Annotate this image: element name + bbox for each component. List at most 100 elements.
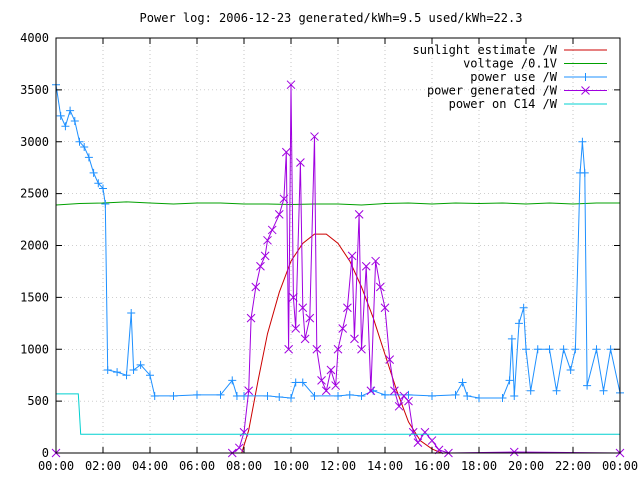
data-point <box>263 391 272 400</box>
data-point <box>310 391 319 400</box>
data-point <box>263 235 272 245</box>
x-tick-label: 00:00 <box>602 459 638 473</box>
data-point <box>326 365 336 375</box>
data-point <box>246 313 256 323</box>
data-point <box>350 334 359 344</box>
legend-label: power generated /W <box>427 84 558 98</box>
data-point <box>298 378 307 387</box>
x-tick-label: 00:00 <box>38 459 74 473</box>
y-tick-label: 3000 <box>20 135 49 149</box>
data-point <box>193 390 201 399</box>
data-point <box>357 344 366 354</box>
x-tick-label: 18:00 <box>461 459 497 473</box>
series-line <box>55 201 620 206</box>
legend-marker <box>581 73 590 81</box>
data-point <box>127 308 136 317</box>
legend-label: power on C14 /W <box>449 97 558 111</box>
series-line <box>56 393 620 435</box>
legend-marker <box>581 86 590 95</box>
data-point <box>228 376 237 385</box>
data-point <box>291 378 300 387</box>
data-point <box>333 344 343 354</box>
y-tick-label: 2500 <box>20 187 49 201</box>
data-point <box>251 282 261 292</box>
x-tick-label: 02:00 <box>85 459 121 473</box>
data-point <box>284 344 294 354</box>
data-point <box>122 371 131 380</box>
x-tick-label: 10:00 <box>273 459 309 473</box>
data-point <box>334 391 342 400</box>
data-point <box>240 391 248 400</box>
data-point <box>526 386 535 395</box>
data-point <box>150 391 159 400</box>
series-power-generated-w <box>51 80 625 458</box>
data-point <box>136 360 145 369</box>
x-tick-label: 12:00 <box>320 459 356 473</box>
data-point <box>427 436 437 445</box>
legend-label: voltage /0.1V <box>463 57 557 71</box>
data-point <box>146 371 154 380</box>
data-point <box>533 345 542 354</box>
data-point <box>298 303 308 313</box>
data-point <box>580 168 589 177</box>
data-point <box>404 396 413 406</box>
data-point <box>592 345 601 354</box>
data-point <box>260 251 270 261</box>
data-point <box>381 390 389 399</box>
data-point <box>232 391 241 400</box>
data-point <box>274 210 284 219</box>
data-point <box>291 324 301 333</box>
y-tick-label: 3500 <box>20 83 49 97</box>
series-power-on-c14-w <box>56 393 620 435</box>
data-point <box>510 391 519 400</box>
legend-label: power use /W <box>470 70 557 84</box>
data-point <box>357 391 366 400</box>
data-point <box>519 303 528 312</box>
data-point <box>451 390 460 399</box>
data-point <box>390 386 399 396</box>
data-point <box>375 282 385 292</box>
data-point <box>404 390 413 399</box>
data-point <box>296 158 305 167</box>
data-point <box>216 390 225 399</box>
data-point <box>413 438 423 447</box>
data-point <box>559 345 568 354</box>
data-point <box>578 137 587 146</box>
data-point <box>321 386 331 396</box>
legend-label: sunlight estimate /W <box>413 43 558 57</box>
data-point <box>498 394 507 403</box>
data-point <box>599 386 608 395</box>
data-point <box>312 344 322 354</box>
data-point <box>267 225 277 235</box>
data-point <box>234 443 244 453</box>
x-tick-label: 16:00 <box>414 459 450 473</box>
data-point <box>507 334 516 343</box>
data-point <box>94 179 103 188</box>
data-point <box>287 394 295 403</box>
data-point <box>505 376 514 385</box>
x-tick-label: 08:00 <box>226 459 262 473</box>
data-point <box>310 132 319 141</box>
x-tick-label: 04:00 <box>132 459 168 473</box>
data-point <box>56 111 65 120</box>
data-point <box>545 345 554 354</box>
data-point <box>347 251 357 261</box>
data-point <box>129 366 138 374</box>
data-point <box>288 293 298 302</box>
data-point <box>66 106 75 115</box>
data-point <box>385 355 395 364</box>
data-point <box>279 194 289 204</box>
data-point <box>571 345 580 354</box>
data-point <box>275 392 284 401</box>
data-point <box>566 366 575 374</box>
data-point <box>509 447 519 457</box>
data-point <box>300 334 310 344</box>
data-point <box>371 256 380 266</box>
data-point <box>286 80 296 90</box>
y-tick-label: 0 <box>42 446 49 460</box>
series-voltage-0-1v <box>55 201 620 206</box>
data-point <box>522 345 530 354</box>
data-point <box>84 153 93 162</box>
